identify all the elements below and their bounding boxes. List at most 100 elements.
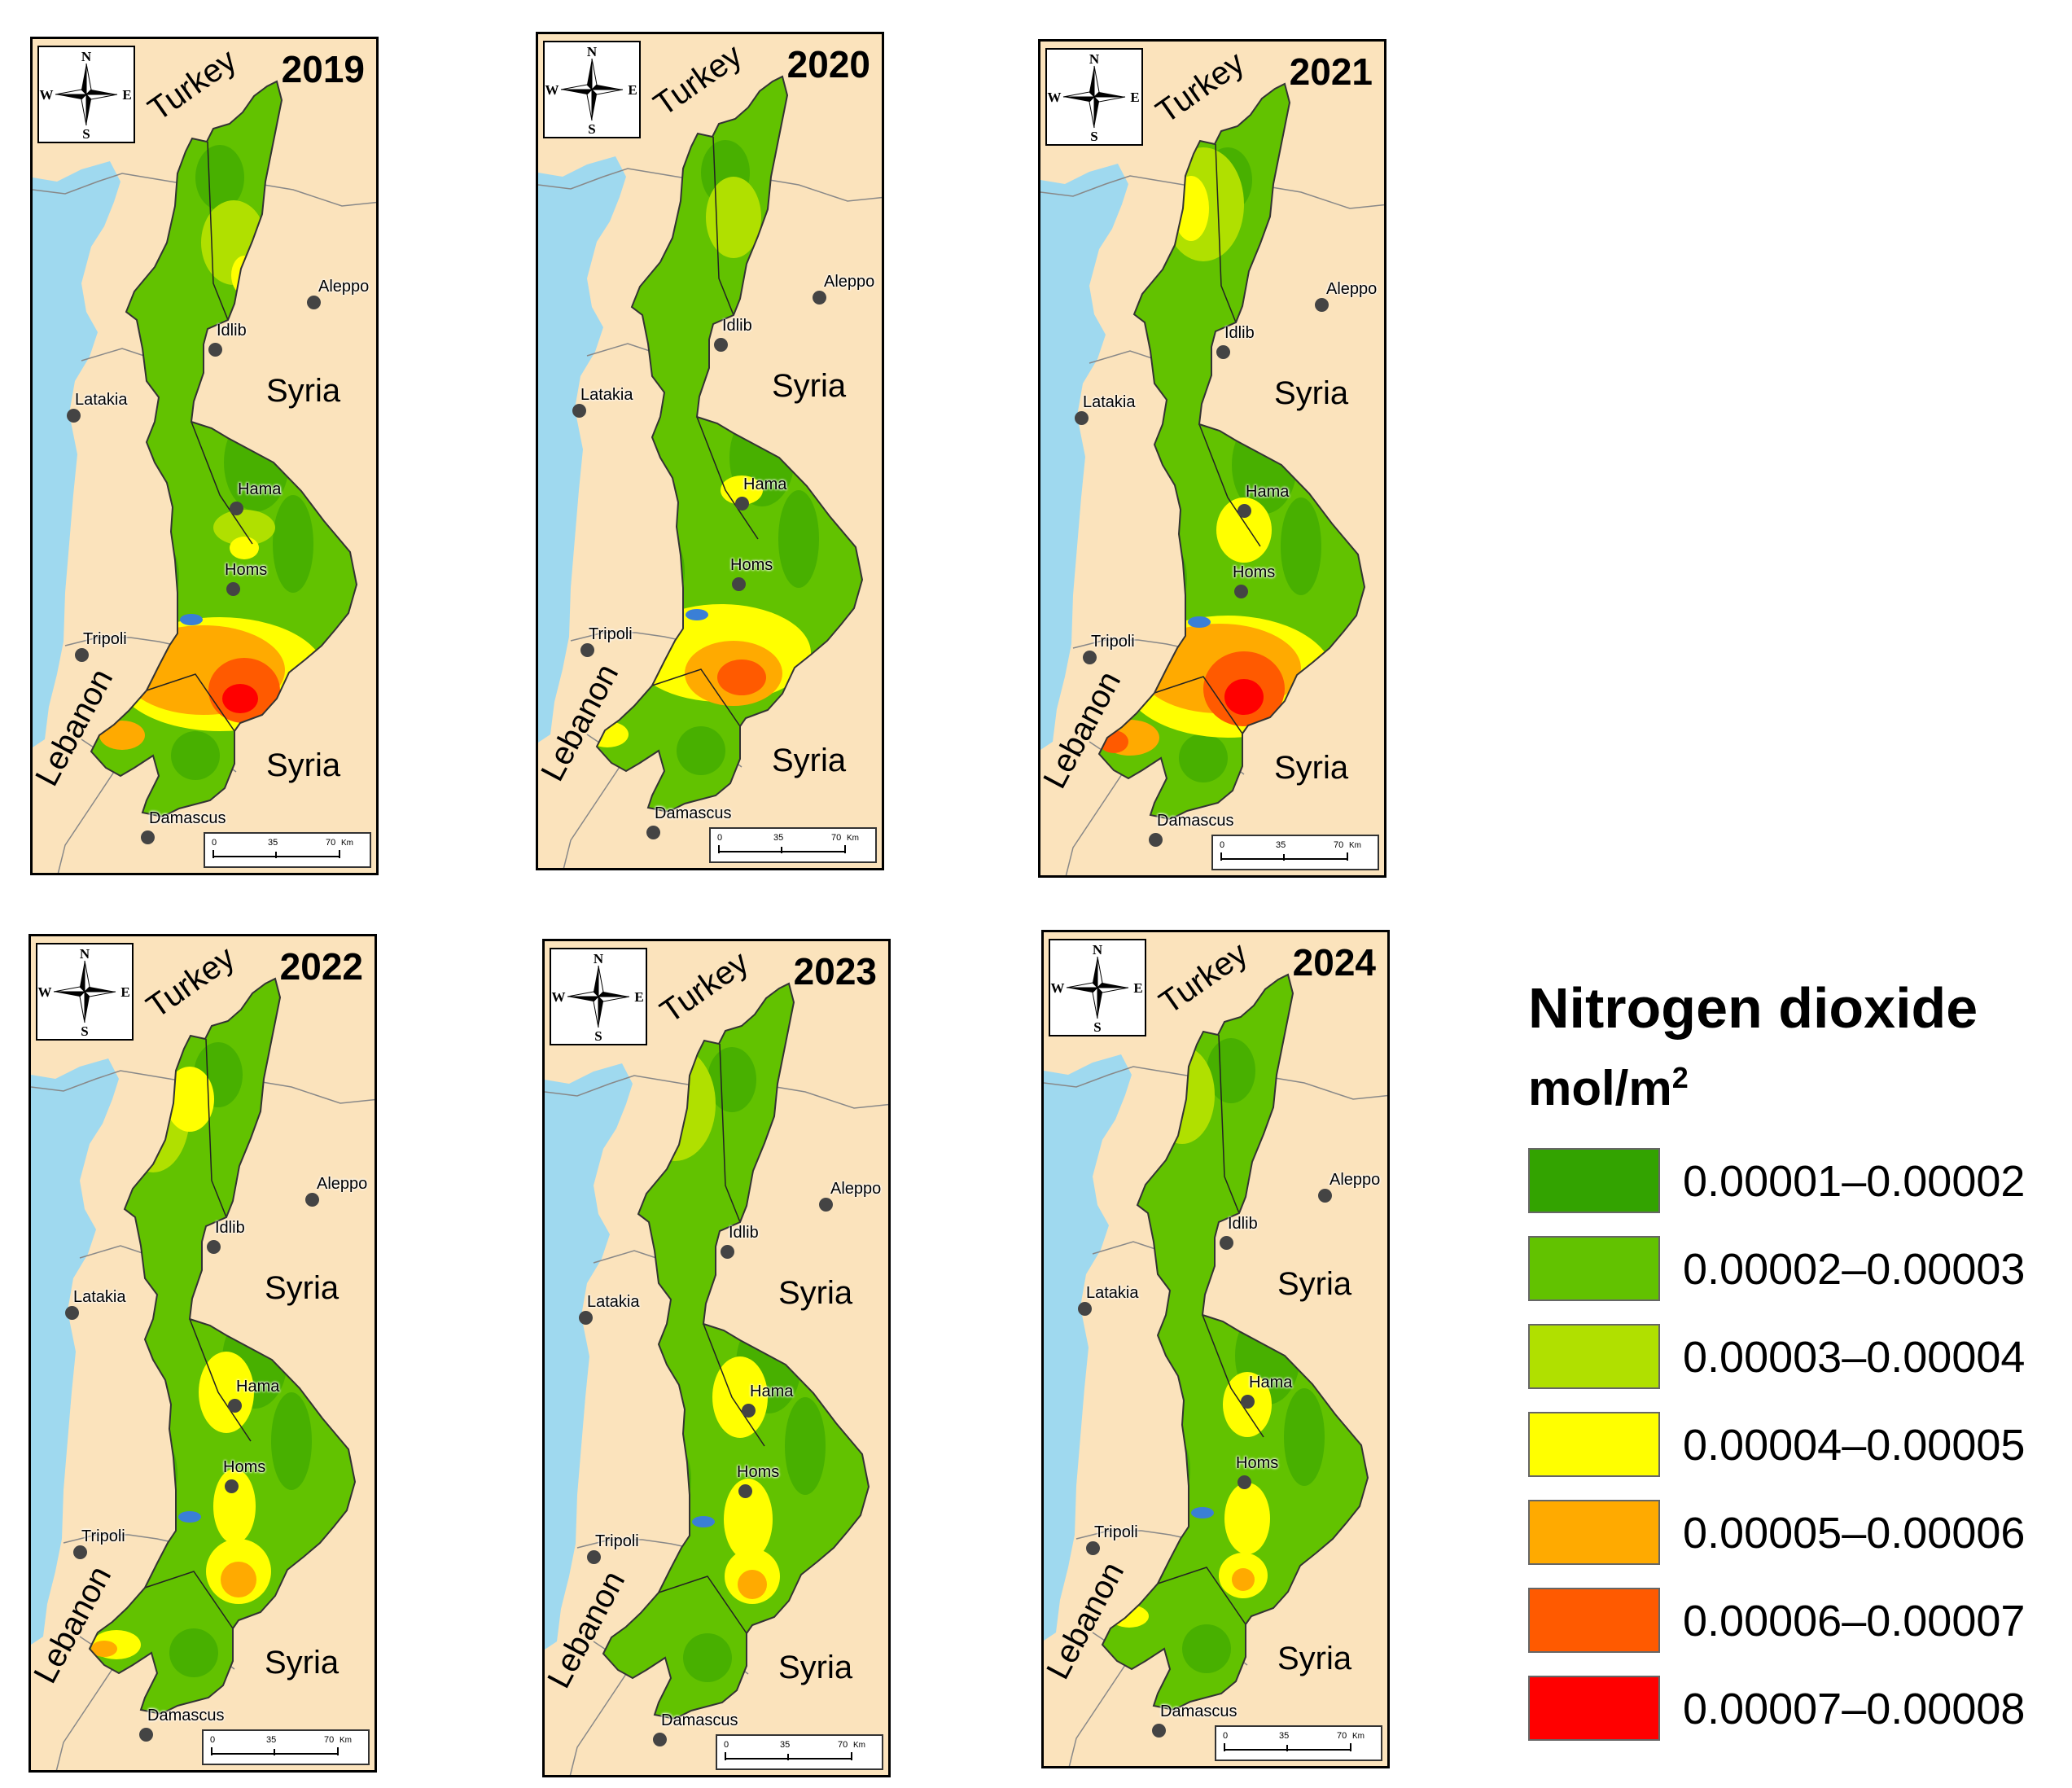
no2-hotspot	[597, 721, 629, 747]
no2-hotspot	[1224, 1483, 1270, 1554]
sub-basin-boundary	[1202, 1314, 1264, 1438]
legend-unit: mol/m2	[1528, 1061, 1689, 1115]
city-dot-homs	[1234, 585, 1248, 598]
compass-west-label: W	[40, 87, 54, 103]
country-label-syria: Syria	[778, 1275, 853, 1311]
city-label-latakia: Latakia	[1086, 1284, 1139, 1302]
scale-tick-70: 70	[838, 1740, 848, 1750]
compass-north-label: N	[594, 951, 604, 966]
city-dot-latakia	[1075, 411, 1089, 425]
legend-swatch	[1528, 1676, 1660, 1741]
compass-south-label: S	[82, 126, 90, 142]
legend-swatch	[1528, 1236, 1660, 1301]
compass-rose-icon: N S E W	[1045, 48, 1143, 146]
scale-tick-0: 0	[724, 1740, 729, 1750]
city-label-idlib: Idlib	[729, 1224, 759, 1242]
scale-unit: Km	[853, 1741, 865, 1750]
compass-west-label: W	[1051, 980, 1065, 996]
city-label-damascus: Damascus	[147, 1707, 225, 1724]
city-dot-latakia	[65, 1306, 79, 1320]
country-border	[33, 173, 376, 207]
country-border	[64, 637, 178, 646]
country-border	[1044, 1066, 1387, 1100]
country-border	[1040, 175, 1384, 209]
city-dot-hama	[735, 497, 749, 511]
city-label-aleppo: Aleppo	[824, 273, 875, 291]
country-border	[545, 1075, 888, 1109]
legend-item: 0.00003–0.00004	[1528, 1324, 2065, 1391]
city-label-aleppo: Aleppo	[1329, 1171, 1381, 1189]
city-label-hama: Hama	[743, 475, 787, 493]
city-label-tripoli: Tripoli	[81, 1527, 125, 1545]
scale-tick-35: 35	[780, 1740, 790, 1750]
city-label-aleppo: Aleppo	[317, 1175, 368, 1193]
city-label-tripoli: Tripoli	[589, 625, 633, 643]
city-label-damascus: Damascus	[661, 1711, 738, 1729]
city-dot-idlib	[207, 1240, 221, 1254]
city-label-latakia: Latakia	[1083, 393, 1136, 411]
compass-north-label: N	[1089, 51, 1100, 67]
city-dot-tripoli	[73, 1545, 87, 1559]
no2-patch-low	[1207, 1038, 1255, 1103]
legend-item: 0.00007–0.00008	[1528, 1676, 2065, 1742]
city-label-damascus: Damascus	[1157, 812, 1234, 830]
compass-west-label: W	[1048, 90, 1062, 105]
country-label-syria: Syria	[778, 1650, 853, 1685]
no2-patch-low	[707, 1047, 756, 1112]
lake	[1188, 616, 1211, 628]
city-label-aleppo: Aleppo	[1326, 280, 1378, 298]
scale-tick-35: 35	[773, 833, 783, 843]
legend-swatch	[1528, 1500, 1660, 1565]
no2-hotspot	[222, 684, 258, 713]
no2-patch-low	[636, 531, 685, 612]
city-label-homs: Homs	[730, 556, 773, 574]
compass-south-label: S	[1090, 129, 1097, 144]
lake	[178, 1511, 201, 1523]
city-label-damascus: Damascus	[149, 809, 226, 827]
no2-hotspot	[1232, 1568, 1255, 1591]
compass-south-label: S	[588, 121, 595, 137]
sea	[1044, 1054, 1132, 1641]
basemap	[545, 982, 888, 1775]
city-dot-tripoli	[1083, 651, 1097, 664]
no2-hotspot	[221, 1562, 256, 1597]
no2-patch-low	[271, 1392, 312, 1490]
city-label-tripoli: Tripoli	[595, 1532, 639, 1550]
basemap	[31, 977, 375, 1770]
city-dot-homs	[1238, 1475, 1251, 1489]
country-border	[1072, 639, 1186, 649]
sub-basin-boundary	[189, 1318, 252, 1442]
no2-hotspot	[721, 475, 763, 505]
scale-tick-0: 0	[1220, 840, 1224, 850]
compass-south-label: S	[1093, 1019, 1101, 1035]
city-label-aleppo: Aleppo	[830, 1180, 882, 1198]
scale-tick-35: 35	[1279, 1731, 1289, 1741]
no2-hotspot	[199, 1352, 254, 1433]
city-dot-idlib	[1216, 345, 1230, 359]
scale-tick-0: 0	[212, 838, 217, 848]
country-label-syria: Syria	[265, 1645, 339, 1681]
scale-bar: 0 35 70 Km	[709, 827, 877, 863]
map-year: 2024	[1292, 941, 1376, 984]
sub-basin-boundary	[703, 1323, 765, 1447]
scale-bar: 0 35 70 Km	[1211, 835, 1379, 870]
legend-label: 0.00007–0.00008	[1683, 1685, 2026, 1733]
sub-basin-boundary	[712, 136, 734, 316]
city-dot-idlib	[714, 338, 728, 352]
legend-item: 0.00006–0.00007	[1528, 1588, 2065, 1654]
country-border	[538, 168, 882, 202]
city-dot-homs	[732, 577, 746, 591]
no2-patch-low	[1284, 1388, 1325, 1486]
compass-south-label: S	[81, 1023, 88, 1039]
legend-item: 0.00002–0.00003	[1528, 1236, 2065, 1303]
no2-patch-low	[642, 1438, 691, 1519]
scale-unit: Km	[1349, 841, 1361, 850]
city-label-idlib: Idlib	[217, 322, 247, 340]
city-dot-hama	[1241, 1395, 1255, 1409]
city-label-hama: Hama	[238, 480, 282, 498]
no2-patch-low	[169, 1628, 218, 1677]
city-dot-homs	[226, 582, 240, 596]
no2-patch-low	[677, 726, 725, 775]
city-dot-tripoli	[580, 643, 594, 657]
scale-tick-35: 35	[266, 1735, 276, 1745]
